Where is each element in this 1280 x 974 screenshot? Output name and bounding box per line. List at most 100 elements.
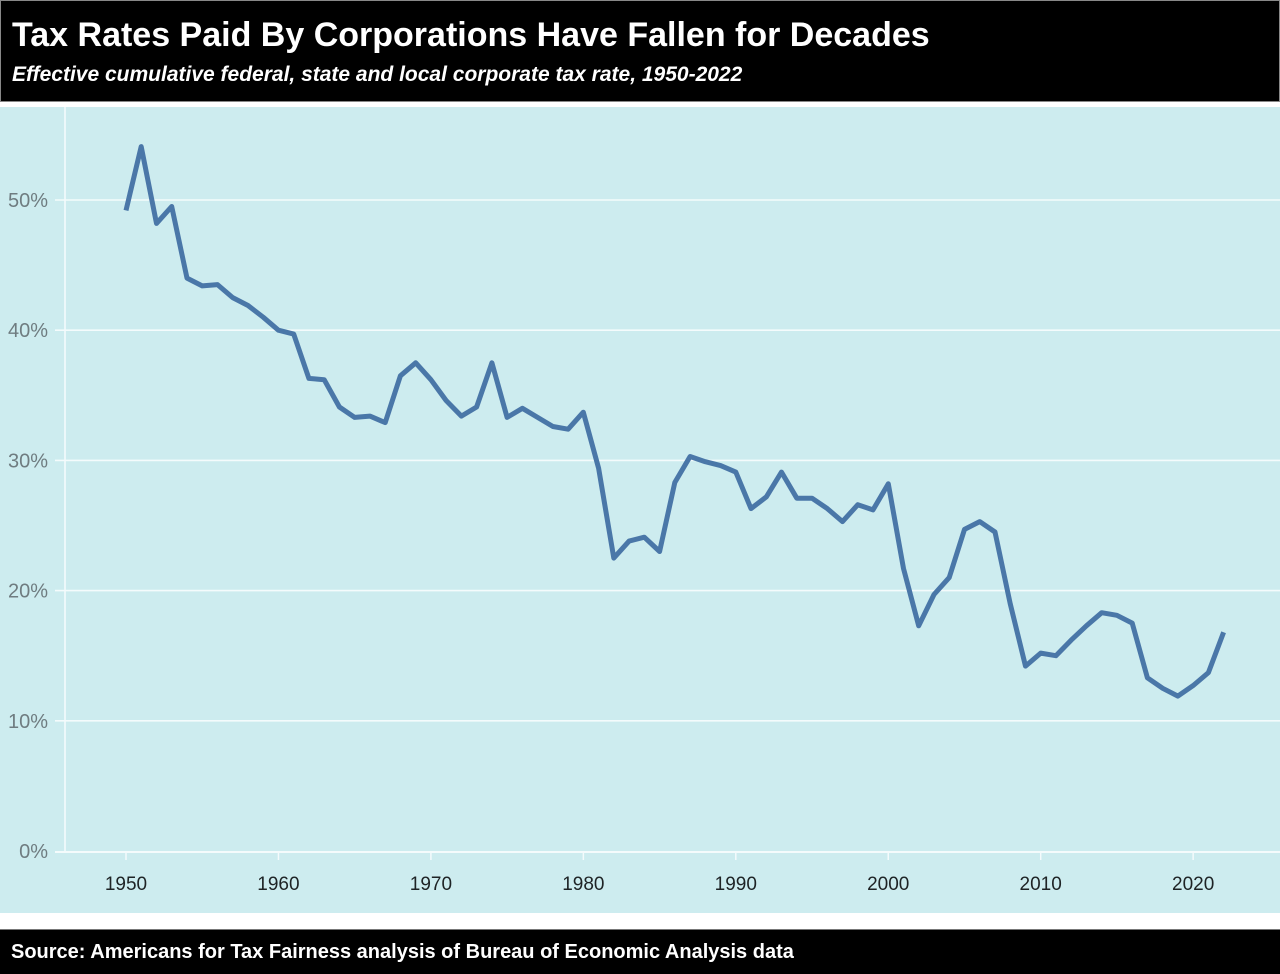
data-point-1983: [627, 539, 632, 544]
data-point-1956: [215, 282, 220, 287]
data-point-1971: [444, 398, 449, 403]
data-point-2007: [993, 530, 998, 535]
y-axis-labels: 0% 10% 20% 30% 40% 50%: [8, 190, 48, 863]
y-tick-label: 10%: [8, 711, 48, 733]
x-tick-label: 2020: [1172, 874, 1214, 895]
data-point-1980: [581, 410, 586, 415]
series-line-tax-rate: [123, 144, 1226, 699]
data-point-1955: [200, 283, 205, 288]
data-point-1953: [169, 204, 174, 209]
data-point-1950: [124, 208, 129, 213]
data-point-1981: [596, 466, 601, 471]
data-point-2019: [1175, 694, 1180, 699]
data-point-1954: [185, 276, 190, 281]
data-point-1977: [535, 415, 540, 420]
data-point-1976: [520, 406, 525, 411]
y-tick-label: 20%: [8, 581, 48, 603]
data-point-1973: [474, 405, 479, 410]
data-point-1952: [154, 221, 159, 226]
data-point-2014: [1099, 610, 1104, 615]
x-tick-label: 1960: [257, 874, 299, 895]
data-point-1957: [230, 295, 235, 300]
data-point-1974: [489, 360, 494, 365]
line-chart: 0% 10% 20% 30% 40% 50% 1950 1960 1970 1980 1990 20…: [8, 107, 1280, 895]
data-point-1984: [642, 535, 647, 540]
chart-header: Tax Rates Paid By Corporations Have Fall…: [0, 0, 1280, 102]
data-point-1993: [779, 470, 784, 475]
data-point-2002: [916, 623, 921, 628]
data-point-2001: [901, 566, 906, 571]
data-point-2011: [1053, 653, 1058, 658]
x-tick-label: 2000: [867, 874, 909, 895]
data-point-1963: [322, 377, 327, 382]
data-point-1979: [566, 427, 571, 432]
data-point-2008: [1008, 601, 1013, 606]
data-point-1994: [794, 496, 799, 501]
data-point-1989: [718, 463, 723, 468]
data-point-2000: [886, 481, 891, 486]
data-point-1987: [688, 454, 693, 459]
data-point-1990: [733, 470, 738, 475]
data-point-1970: [428, 377, 433, 382]
data-point-1975: [505, 415, 510, 420]
x-tick-label: 1980: [562, 874, 604, 895]
x-tick-label: 1950: [105, 874, 147, 895]
axes: [55, 107, 1280, 860]
data-point-1972: [459, 414, 464, 419]
data-point-1951: [139, 144, 144, 149]
y-tick-label: 50%: [8, 190, 48, 212]
data-point-2015: [1114, 613, 1119, 618]
data-point-1960: [276, 328, 281, 333]
y-tick-label: 30%: [8, 450, 48, 472]
data-point-2010: [1038, 651, 1043, 656]
data-point-1997: [840, 519, 845, 524]
data-point-2021: [1206, 670, 1211, 675]
data-point-2017: [1145, 675, 1150, 680]
data-point-2022: [1221, 630, 1226, 635]
chart-title: Tax Rates Paid By Corporations Have Fall…: [12, 16, 930, 54]
x-tick-label: 1990: [715, 874, 757, 895]
y-tick-label: 40%: [8, 320, 48, 342]
data-point-2020: [1191, 683, 1196, 688]
data-point-1959: [261, 315, 266, 320]
data-point-1962: [306, 376, 311, 381]
data-point-2006: [977, 519, 982, 524]
data-point-2003: [932, 592, 937, 597]
data-point-2009: [1023, 664, 1028, 669]
series-layer: [123, 144, 1226, 699]
data-point-1978: [550, 424, 555, 429]
data-point-2016: [1130, 621, 1135, 626]
data-point-1988: [703, 459, 708, 464]
data-point-1999: [871, 507, 876, 512]
data-point-2013: [1084, 623, 1089, 628]
data-point-1969: [413, 360, 418, 365]
data-point-1996: [825, 506, 830, 511]
x-tick-label: 1970: [410, 874, 452, 895]
data-point-1985: [657, 549, 662, 554]
source-note: Source: Americans for Tax Fairness analy…: [11, 941, 794, 963]
data-point-2012: [1069, 638, 1074, 643]
data-point-1961: [291, 332, 296, 337]
chart-subtitle: Effective cumulative federal, state and …: [12, 63, 743, 86]
chart-panel: 0% 10% 20% 30% 40% 50% 1950 1960 1970 1980 1990 20…: [0, 107, 1280, 913]
data-point-2018: [1160, 686, 1165, 691]
x-tick-label: 2010: [1020, 874, 1062, 895]
data-point-1967: [383, 420, 388, 425]
data-point-1998: [855, 502, 860, 507]
x-axis-labels: 1950 1960 1970 1980 1990 2000 2010 2020: [105, 874, 1214, 895]
chart-footer: Source: Americans for Tax Fairness analy…: [0, 929, 1280, 974]
data-point-1958: [246, 303, 251, 308]
data-point-1965: [352, 415, 357, 420]
data-point-2005: [962, 527, 967, 532]
data-point-1966: [367, 414, 372, 419]
data-point-1995: [810, 496, 815, 501]
data-point-1992: [764, 494, 769, 499]
y-tick-label: 0%: [19, 841, 48, 863]
data-point-1982: [611, 556, 616, 561]
data-point-1986: [672, 480, 677, 485]
data-point-1991: [749, 506, 754, 511]
gridlines: [55, 199, 1280, 722]
data-point-1968: [398, 373, 403, 378]
data-point-2004: [947, 575, 952, 580]
data-point-1964: [337, 405, 342, 410]
